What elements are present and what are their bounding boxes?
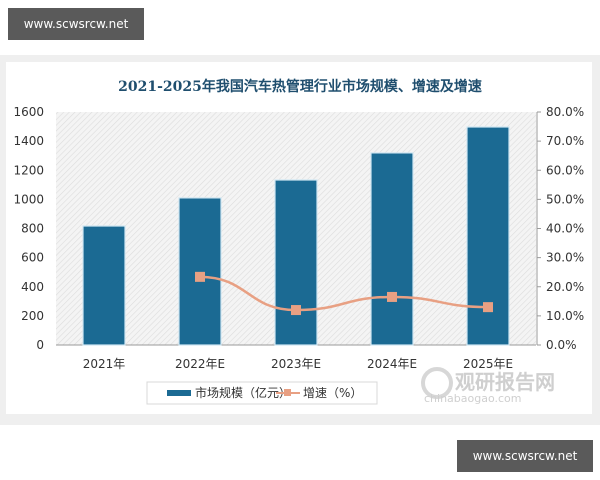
svg-text:观研报告网: 观研报告网 <box>455 370 555 394</box>
line-marker <box>387 291 397 302</box>
chinabaogao-logo: 观研报告网 chinabaogao.com <box>421 367 555 405</box>
x-axis-labels: 2021年 2022年E 2023年E 2024年E 2025年E <box>83 357 513 371</box>
watermark-bottom: www.scwsrcw.net <box>457 440 593 472</box>
watermark-top: www.scwsrcw.net <box>8 8 144 40</box>
bar <box>82 225 126 346</box>
right-tick-label: 70.0% <box>546 134 584 148</box>
x-tick-label: 2022年E <box>175 357 225 371</box>
growth-line <box>199 275 489 312</box>
line-marker <box>195 271 205 282</box>
x-tick-label: 2021年 <box>83 357 126 371</box>
bar <box>178 197 222 346</box>
legend-bar-swatch <box>167 390 191 396</box>
right-tick-label: 60.0% <box>546 163 584 177</box>
line-marker <box>483 302 493 313</box>
right-tick-label: 50.0% <box>546 192 584 206</box>
x-tick-label: 2024年E <box>367 357 417 371</box>
left-tick-label: 1600 <box>13 105 44 119</box>
right-axis: 0.0% 10.0% 20.0% 30.0% 40.0% 50.0% 60.0% 70.0% 8… <box>537 105 584 352</box>
logo-swirl-icon <box>421 367 453 399</box>
legend-line-label: 增速（%） <box>303 386 362 400</box>
legend-line-marker <box>284 389 291 396</box>
left-tick-label: 1000 <box>13 192 44 206</box>
left-tick-label: 0 <box>36 338 44 352</box>
left-tick-label: 600 <box>21 251 44 265</box>
right-tick-label: 10.0% <box>546 309 584 323</box>
right-tick-label: 0.0% <box>546 338 577 352</box>
left-tick-label: 800 <box>21 222 44 236</box>
right-tick-label: 30.0% <box>546 251 584 265</box>
line-marker <box>291 305 301 316</box>
left-axis: 0 200 400 600 800 1000 1200 1400 1600 <box>13 105 44 352</box>
line-series <box>195 271 493 316</box>
right-tick-label: 80.0% <box>546 105 584 119</box>
x-tick-label: 2023年E <box>271 357 321 371</box>
left-tick-label: 1200 <box>13 163 44 177</box>
bar <box>274 179 318 346</box>
right-tick-label: 20.0% <box>546 280 584 294</box>
right-tick-label: 40.0% <box>546 222 584 236</box>
legend-bar-label: 市场规模（亿元） <box>195 385 291 400</box>
x-tick-label: 2025年E <box>463 357 513 371</box>
legend-box <box>146 381 378 405</box>
left-tick-label: 200 <box>21 309 44 323</box>
bar <box>370 152 414 346</box>
bar <box>466 126 510 346</box>
bar-series <box>82 126 510 346</box>
chart-title: 2021-2025年我国汽车热管理行业市场规模、增速及增速 <box>118 79 482 95</box>
left-tick-label: 1400 <box>13 134 44 148</box>
svg-text:chinabaogao.com: chinabaogao.com <box>424 392 522 405</box>
left-tick-label: 400 <box>21 280 44 294</box>
